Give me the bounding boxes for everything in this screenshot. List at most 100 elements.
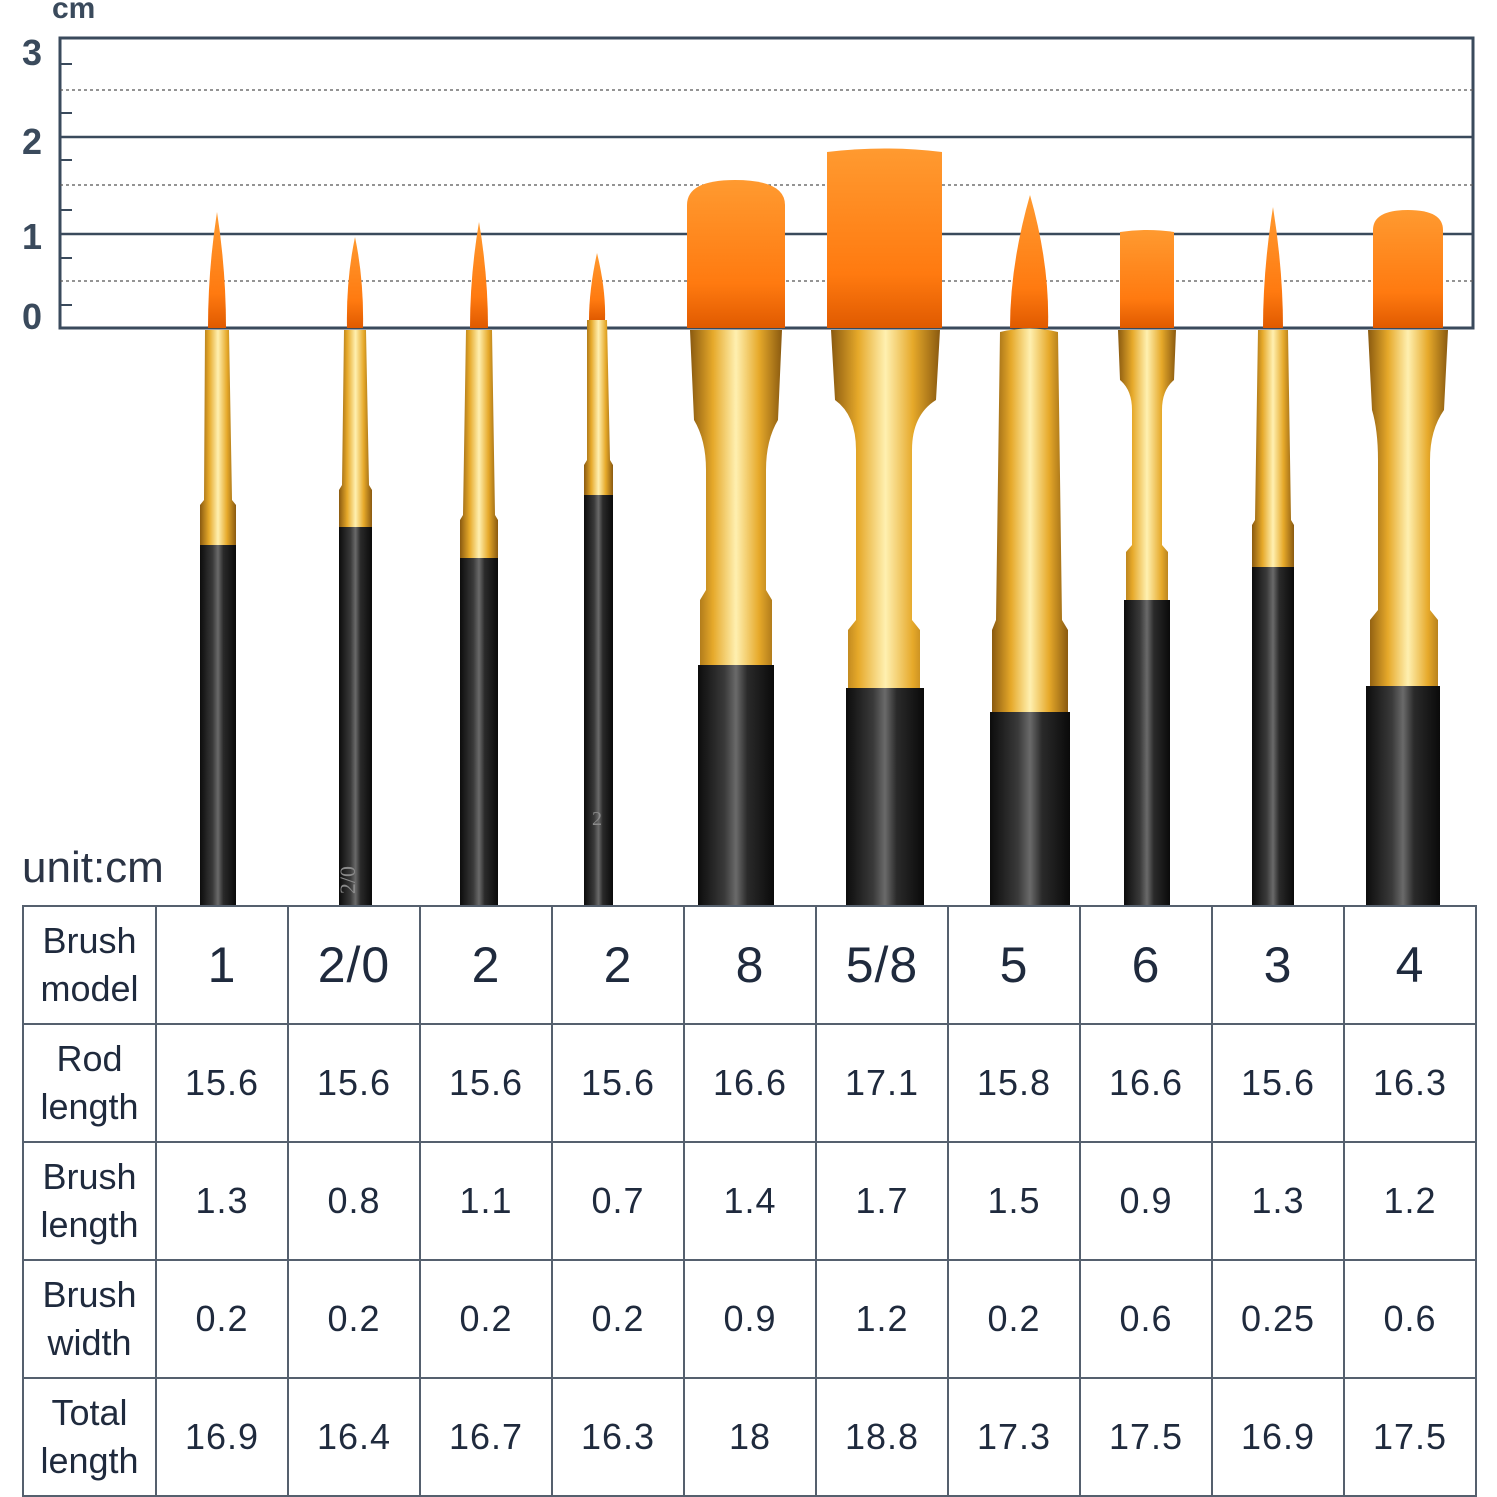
- brushes-illustration: 2/0 2: [200, 148, 1448, 905]
- brush-2-handle-print: 2/0: [335, 866, 360, 894]
- brush-8: [1118, 230, 1176, 905]
- brush-9-bristle: [1263, 207, 1283, 328]
- row-header: Brush model: [22, 905, 157, 1025]
- brush-7-bristle: [1010, 195, 1049, 328]
- table-cell: 16.4: [287, 1377, 421, 1497]
- table-row-brush-width: Brush width 0.2 0.2 0.2 0.2 0.9 1.2 0.2 …: [22, 1259, 1477, 1379]
- ruler-label-2: 2: [22, 121, 43, 162]
- unit-label: unit:cm: [22, 843, 164, 892]
- table-cell: 3: [1211, 905, 1345, 1025]
- table-cell: 1.2: [815, 1259, 949, 1379]
- table-cell: 17.3: [947, 1377, 1081, 1497]
- brush-7-handle: [990, 712, 1070, 905]
- table-cell: 0.2: [551, 1259, 685, 1379]
- table-row-rod-length: Rod length 15.6 15.6 15.6 15.6 16.6 17.1…: [22, 1023, 1477, 1143]
- brush-1-handle: [200, 545, 236, 905]
- table-cell: 1.4: [683, 1141, 817, 1261]
- table-cell: 1.1: [419, 1141, 553, 1261]
- brush-4-ferrule: [584, 320, 613, 495]
- brush-10-bristle: [1373, 210, 1443, 328]
- brush-8-ferrule: [1118, 330, 1176, 600]
- table-cell: 15.6: [155, 1023, 289, 1143]
- row-header: Brush length: [22, 1141, 157, 1261]
- table-cell: 15.6: [419, 1023, 553, 1143]
- brush-4-handle-print: 2: [592, 808, 602, 830]
- table-cell: 5: [947, 905, 1081, 1025]
- brush-5-bristle: [687, 180, 785, 328]
- brush-5: [687, 180, 785, 905]
- table-cell: 0.2: [947, 1259, 1081, 1379]
- brush-6-bristle: [827, 148, 942, 328]
- table-row-brush-model: Brush model 1 2/0 2 2 8 5/8 5 6 3 4: [22, 905, 1477, 1025]
- table-cell: 6: [1079, 905, 1213, 1025]
- table-cell: 0.8: [287, 1141, 421, 1261]
- table-cell: 18.8: [815, 1377, 949, 1497]
- brush-2: 2/0: [335, 237, 372, 905]
- spec-table: Brush model 1 2/0 2 2 8 5/8 5 6 3 4 Rod …: [22, 905, 1477, 1497]
- table-cell: 16.6: [683, 1023, 817, 1143]
- table-cell: 17.1: [815, 1023, 949, 1143]
- table-cell: 8: [683, 905, 817, 1025]
- table-cell: 15.6: [551, 1023, 685, 1143]
- brush-8-handle: [1124, 600, 1170, 905]
- brush-4: 2: [584, 253, 613, 905]
- brush-10-ferrule: [1368, 330, 1448, 686]
- table-cell: 2: [419, 905, 553, 1025]
- brush-3-bristle: [470, 222, 488, 328]
- brush-7: [990, 195, 1070, 905]
- table-cell: 15.8: [947, 1023, 1081, 1143]
- table-cell: 0.9: [683, 1259, 817, 1379]
- table-row-brush-length: Brush length 1.3 0.8 1.1 0.7 1.4 1.7 1.5…: [22, 1141, 1477, 1261]
- brush-10-handle: [1366, 686, 1440, 905]
- table-cell: 17.5: [1079, 1377, 1213, 1497]
- brush-3: [460, 222, 498, 905]
- brush-2-ferrule: [339, 330, 372, 527]
- brush-6-handle: [846, 688, 924, 905]
- table-cell: 0.9: [1079, 1141, 1213, 1261]
- brush-2-bristle: [346, 237, 364, 328]
- brush-2-handle: [339, 527, 372, 905]
- table-cell: 4: [1343, 905, 1477, 1025]
- table-cell: 0.2: [287, 1259, 421, 1379]
- row-header: Brush width: [22, 1259, 157, 1379]
- brush-8-bristle: [1120, 230, 1174, 328]
- table-cell: 16.9: [155, 1377, 289, 1497]
- brush-9: [1252, 207, 1294, 905]
- ruler-label-1: 1: [22, 216, 43, 257]
- row-header: Total length: [22, 1377, 157, 1497]
- brush-5-handle: [698, 665, 774, 905]
- table-cell: 1.7: [815, 1141, 949, 1261]
- brush-4-handle: [584, 495, 613, 905]
- table-cell: 16.9: [1211, 1377, 1345, 1497]
- table-cell: 17.5: [1343, 1377, 1477, 1497]
- brush-9-ferrule: [1252, 330, 1294, 567]
- brush-10: [1366, 210, 1448, 905]
- table-cell: 18: [683, 1377, 817, 1497]
- ruler-label-0: 0: [22, 296, 43, 337]
- table-cell: 16.6: [1079, 1023, 1213, 1143]
- brush-5-ferrule: [690, 330, 782, 665]
- table-cell: 5/8: [815, 905, 949, 1025]
- table-cell: 0.7: [551, 1141, 685, 1261]
- table-cell: 0.6: [1079, 1259, 1213, 1379]
- table-cell: 16.7: [419, 1377, 553, 1497]
- table-cell: 1.3: [155, 1141, 289, 1261]
- table-cell: 0.2: [419, 1259, 553, 1379]
- table-cell: 16.3: [1343, 1023, 1477, 1143]
- brush-9-handle: [1252, 567, 1294, 905]
- row-header: Rod length: [22, 1023, 157, 1143]
- table-cell: 0.2: [155, 1259, 289, 1379]
- table-cell: 0.6: [1343, 1259, 1477, 1379]
- table-cell: 15.6: [1211, 1023, 1345, 1143]
- brush-3-handle: [460, 558, 498, 905]
- brush-1-bristle: [208, 212, 226, 328]
- table-cell: 1: [155, 905, 289, 1025]
- ruler-unit-label: cm: [52, 0, 96, 25]
- table-row-total-length: Total length 16.9 16.4 16.7 16.3 18 18.8…: [22, 1377, 1477, 1497]
- ruler-ticks: [60, 63, 72, 306]
- brush-7-ferrule: [992, 328, 1068, 712]
- brush-1: [200, 212, 236, 905]
- brush-3-ferrule: [460, 330, 498, 558]
- table-cell: 2: [551, 905, 685, 1025]
- table-cell: 1.2: [1343, 1141, 1477, 1261]
